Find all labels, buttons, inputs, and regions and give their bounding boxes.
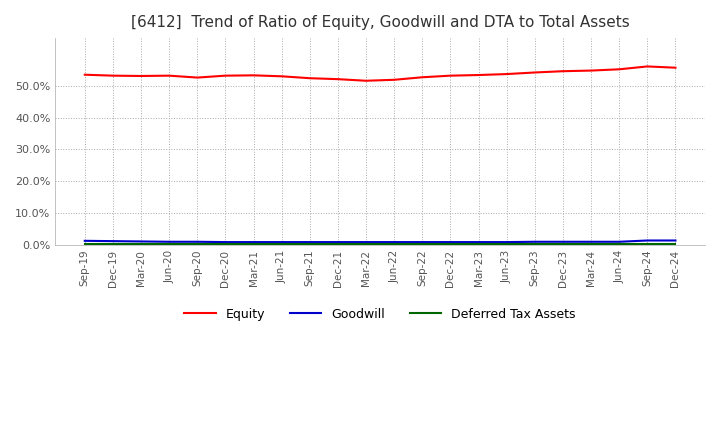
Goodwill [418, 239, 427, 245]
Equity [249, 73, 258, 78]
Goodwill [559, 239, 567, 244]
Goodwill [277, 239, 286, 245]
Goodwill [137, 239, 145, 244]
Deferred Tax Assets [615, 242, 624, 247]
Equity [390, 77, 398, 82]
Equity [221, 73, 230, 78]
Deferred Tax Assets [643, 242, 652, 247]
Equity [277, 73, 286, 79]
Legend: Equity, Goodwill, Deferred Tax Assets: Equity, Goodwill, Deferred Tax Assets [179, 303, 581, 326]
Goodwill [165, 239, 174, 244]
Equity [531, 70, 539, 75]
Deferred Tax Assets [474, 242, 483, 247]
Deferred Tax Assets [221, 242, 230, 247]
Goodwill [193, 239, 202, 244]
Equity [333, 77, 342, 82]
Goodwill [671, 238, 680, 243]
Goodwill [333, 239, 342, 245]
Equity [643, 64, 652, 69]
Goodwill [221, 239, 230, 245]
Deferred Tax Assets [109, 242, 117, 247]
Deferred Tax Assets [249, 242, 258, 247]
Deferred Tax Assets [446, 242, 455, 247]
Equity [503, 71, 511, 77]
Deferred Tax Assets [587, 242, 595, 247]
Line: Goodwill: Goodwill [85, 241, 675, 242]
Equity [559, 69, 567, 74]
Equity [361, 78, 370, 84]
Equity [109, 73, 117, 78]
Deferred Tax Assets [305, 242, 314, 247]
Deferred Tax Assets [333, 242, 342, 247]
Deferred Tax Assets [671, 242, 680, 247]
Goodwill [390, 239, 398, 245]
Goodwill [109, 238, 117, 244]
Equity [165, 73, 174, 78]
Line: Equity: Equity [85, 66, 675, 81]
Equity [81, 72, 89, 77]
Equity [193, 75, 202, 80]
Goodwill [531, 239, 539, 244]
Deferred Tax Assets [390, 242, 398, 247]
Equity [446, 73, 455, 78]
Equity [305, 76, 314, 81]
Equity [587, 68, 595, 73]
Goodwill [503, 239, 511, 245]
Deferred Tax Assets [559, 242, 567, 247]
Goodwill [587, 239, 595, 244]
Deferred Tax Assets [277, 242, 286, 247]
Deferred Tax Assets [361, 242, 370, 247]
Equity [671, 65, 680, 70]
Deferred Tax Assets [165, 242, 174, 247]
Deferred Tax Assets [418, 242, 427, 247]
Equity [418, 75, 427, 80]
Deferred Tax Assets [81, 242, 89, 247]
Equity [137, 73, 145, 79]
Goodwill [615, 239, 624, 244]
Equity [615, 66, 624, 72]
Goodwill [81, 238, 89, 243]
Equity [474, 73, 483, 78]
Deferred Tax Assets [193, 242, 202, 247]
Goodwill [446, 239, 455, 245]
Goodwill [361, 239, 370, 245]
Deferred Tax Assets [503, 242, 511, 247]
Goodwill [305, 239, 314, 245]
Goodwill [474, 239, 483, 245]
Deferred Tax Assets [137, 242, 145, 247]
Deferred Tax Assets [531, 242, 539, 247]
Goodwill [249, 239, 258, 245]
Title: [6412]  Trend of Ratio of Equity, Goodwill and DTA to Total Assets: [6412] Trend of Ratio of Equity, Goodwil… [131, 15, 629, 30]
Goodwill [643, 238, 652, 243]
